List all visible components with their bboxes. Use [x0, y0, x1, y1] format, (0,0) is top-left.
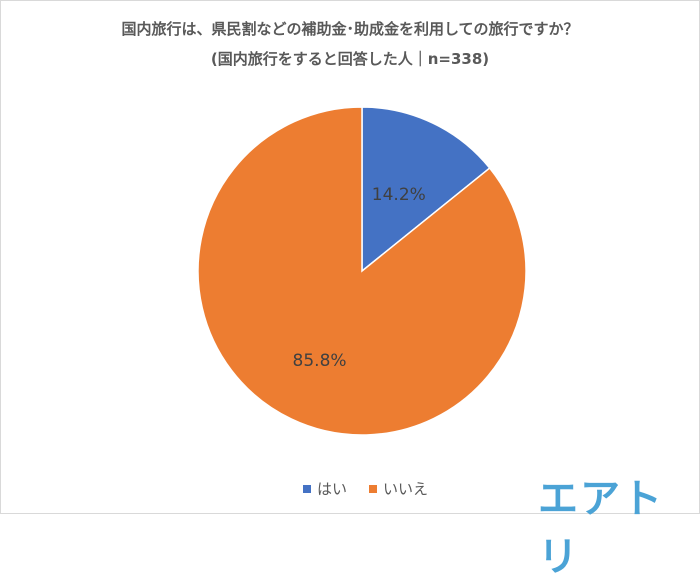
legend-label-no: いいえ: [383, 480, 429, 498]
data-label-1: 85.8%: [293, 351, 347, 371]
chart-title: 国内旅行は、県民割などの補助金･助成金を利用しての旅行ですか？: [121, 20, 579, 38]
data-label-0: 14.2%: [372, 185, 426, 205]
pie-slice-1: [197, 106, 527, 436]
pie-chart: 14.2% 85.8%: [197, 106, 527, 436]
chart-subtitle: (国内旅行をすると回答した人｜n=338): [210, 50, 490, 68]
pie-slice-0: [361, 106, 491, 273]
legend-swatch-no: [369, 484, 378, 493]
legend-swatch-yes: [303, 484, 311, 493]
legend: はい いいえ: [303, 478, 428, 499]
legend-label-yes: はい: [317, 480, 348, 498]
airtrip-logo: エアトリ: [538, 476, 664, 580]
